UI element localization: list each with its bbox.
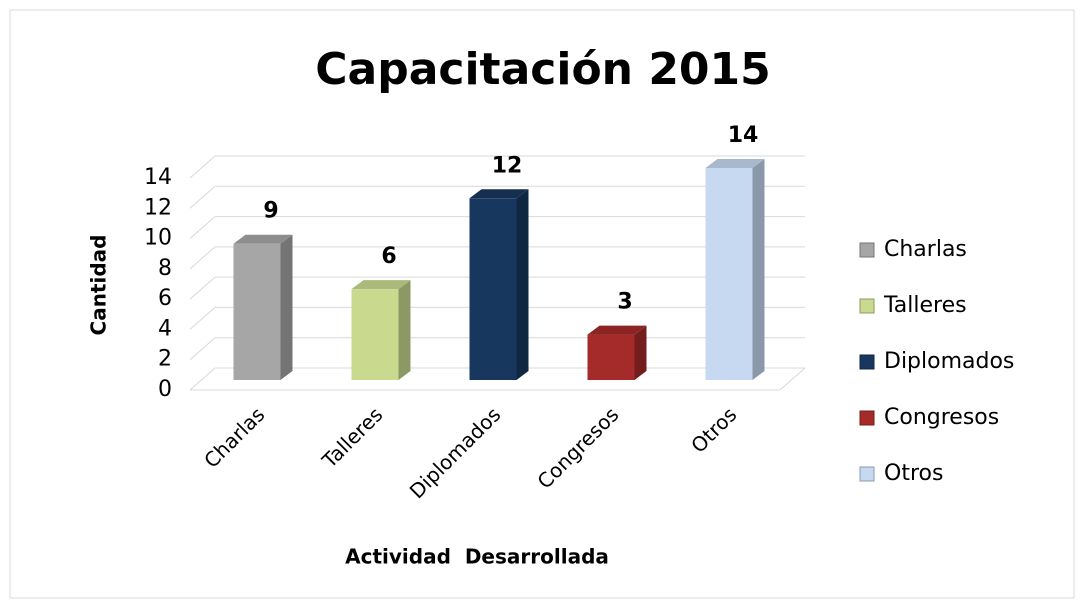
data-label: 6 bbox=[381, 244, 396, 269]
floor-line bbox=[779, 367, 806, 391]
bar-side bbox=[280, 234, 293, 380]
legend-label: Talleres bbox=[883, 293, 967, 318]
bar bbox=[705, 168, 753, 380]
bar bbox=[351, 289, 399, 380]
data-label: 3 bbox=[617, 290, 632, 315]
legend-swatch bbox=[859, 242, 875, 258]
x-axis-label: Actividad Desarrollada bbox=[345, 545, 609, 569]
bar-top bbox=[469, 189, 529, 199]
bar-side bbox=[634, 325, 647, 380]
bar-side bbox=[398, 280, 411, 380]
bar-side bbox=[752, 159, 765, 380]
bar bbox=[587, 334, 635, 380]
data-label: 12 bbox=[492, 153, 523, 178]
bar bbox=[233, 243, 281, 380]
bar-top bbox=[587, 325, 647, 335]
grid-line bbox=[189, 337, 216, 361]
bar-top bbox=[351, 280, 411, 290]
y-tick-label: 4 bbox=[158, 316, 172, 341]
legend-swatch bbox=[859, 354, 875, 370]
y-tick-label: 10 bbox=[144, 226, 172, 251]
grid-line bbox=[189, 307, 216, 330]
y-tick-label: 14 bbox=[144, 165, 172, 190]
y-tick-label: 12 bbox=[144, 195, 172, 220]
y-axis-label: Cantidad bbox=[87, 235, 111, 336]
bar-top bbox=[233, 234, 293, 244]
grid-line bbox=[189, 185, 216, 209]
y-tick-label: 8 bbox=[158, 256, 172, 281]
bar bbox=[469, 198, 517, 380]
legend-label: Diplomados bbox=[884, 349, 1014, 374]
legend-swatch bbox=[859, 466, 875, 482]
chart-border bbox=[9, 9, 1075, 599]
grid-line bbox=[189, 216, 216, 239]
legend-label: Charlas bbox=[884, 237, 967, 262]
legend-swatch bbox=[859, 298, 875, 314]
y-tick-label: 2 bbox=[158, 347, 172, 372]
y-tick-label: 6 bbox=[158, 286, 172, 311]
chart-title: Capacitación 2015 bbox=[315, 44, 771, 95]
legend-label: Congresos bbox=[884, 405, 999, 430]
grid-line bbox=[189, 155, 216, 179]
grid-line bbox=[189, 246, 216, 270]
y-tick-label: 0 bbox=[158, 377, 172, 402]
data-label: 9 bbox=[263, 199, 278, 224]
grid-line bbox=[189, 276, 216, 300]
bar-top bbox=[705, 159, 765, 168]
legend-label: Otros bbox=[884, 461, 943, 486]
legend-swatch bbox=[859, 410, 875, 426]
grid-line bbox=[189, 367, 216, 391]
data-label: 14 bbox=[728, 123, 759, 148]
bar-side bbox=[516, 189, 529, 380]
